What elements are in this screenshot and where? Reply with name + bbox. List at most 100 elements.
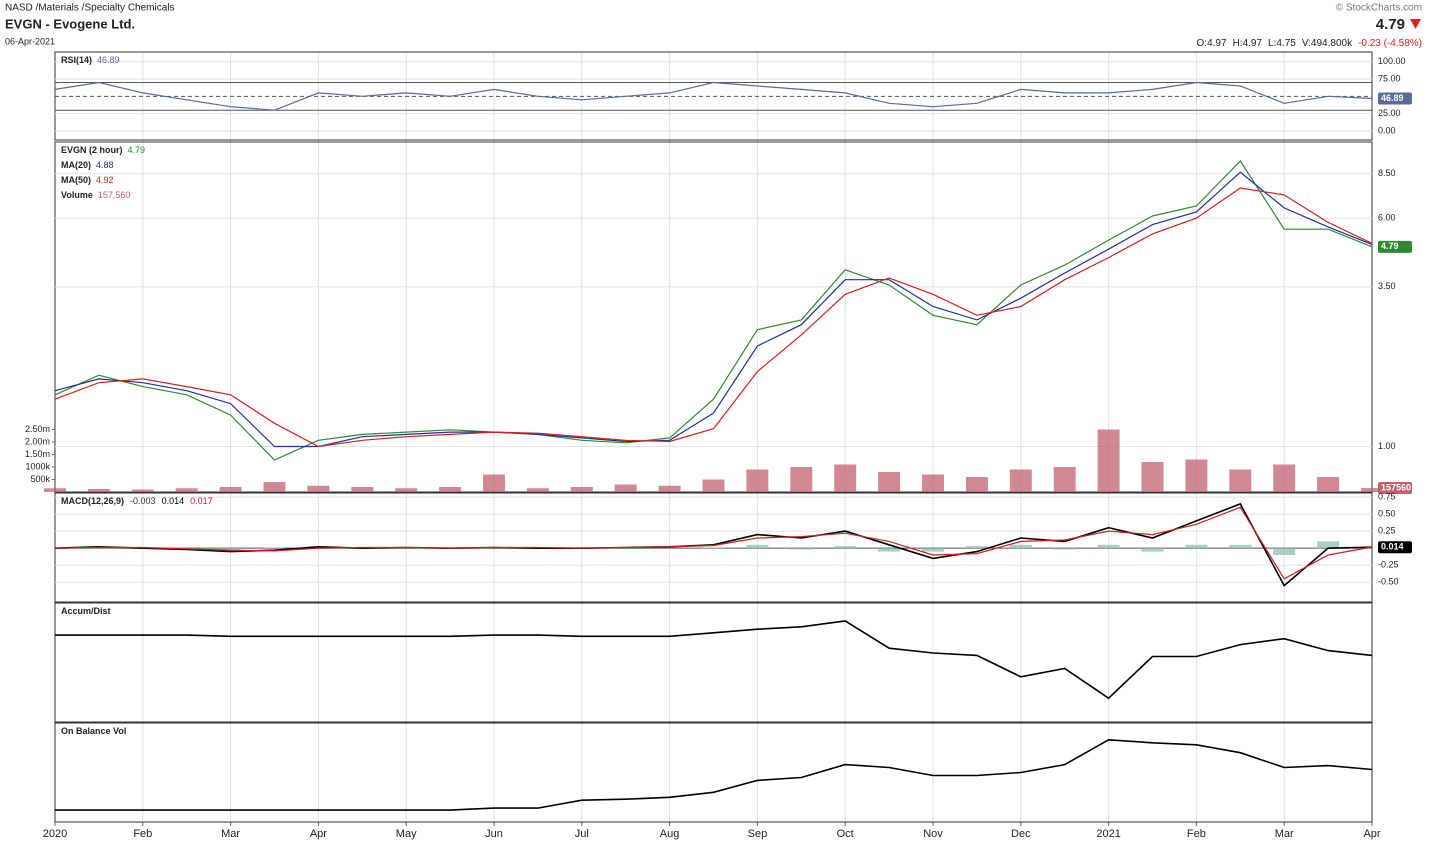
legend-value: 0.017: [190, 496, 213, 506]
legend-name: MA(20): [61, 160, 91, 170]
x-tick-label: Mar: [1275, 828, 1294, 840]
y2-tick-label: 1.50m: [25, 449, 50, 459]
bar: [351, 487, 374, 492]
bar: [1141, 548, 1164, 552]
panel-frame: [54, 602, 1373, 723]
panel-title-text: On Balance Vol: [61, 726, 126, 736]
bar: [175, 488, 198, 492]
panel-frame: [54, 722, 1373, 823]
bar: [1097, 544, 1120, 549]
x-tick-label: Apr: [1363, 828, 1380, 840]
bar: [1097, 429, 1120, 492]
y-tick-label: 0.25: [1378, 526, 1396, 536]
down-arrow: [1410, 19, 1421, 29]
x-tick-label: Sep: [748, 828, 768, 840]
volume-label: V:: [1302, 38, 1311, 49]
change: -0.23 (-4.58%): [1358, 38, 1422, 49]
y-tick-label: 3.50: [1378, 281, 1396, 291]
bar: [702, 479, 725, 492]
bar: [44, 488, 66, 492]
bar: [1317, 541, 1340, 549]
series-line: [54, 506, 1373, 580]
x-tick-label: Oct: [837, 828, 854, 840]
y2-tick-label: 1000k: [25, 461, 50, 471]
panel-title-text: MACD(12,26,9): [61, 496, 124, 506]
x-tick-label: Dec: [1011, 828, 1031, 840]
panel-title-text: Accum/Dist: [61, 606, 111, 616]
bar: [219, 548, 242, 550]
bar: [834, 546, 857, 549]
y-tick-label: 25.00: [1378, 108, 1401, 118]
bar: [922, 548, 944, 552]
x-tick-label: Feb: [133, 828, 152, 840]
legend-name: RSI(14): [61, 55, 92, 65]
value-tag: [1378, 92, 1412, 105]
legend-value: 157,560: [98, 190, 131, 200]
y-tick-label: -0.50: [1378, 577, 1399, 587]
series-line: [54, 187, 1373, 448]
legend-value: 0.014: [162, 496, 185, 506]
bar: [570, 487, 593, 492]
legend-name: MA(50): [61, 175, 91, 185]
series-line: [55, 620, 1373, 700]
bar: [746, 544, 769, 549]
bar: [1053, 548, 1076, 550]
bar: [790, 548, 813, 550]
legend-entry: Volume 157,560: [61, 190, 130, 200]
legend-entry: MA(50) 4.92: [61, 175, 114, 185]
bar: [878, 548, 901, 552]
low: 4.75: [1276, 38, 1296, 49]
bar: [1361, 488, 1383, 492]
source: © StockCharts.com: [1336, 3, 1422, 14]
x-tick-label: Jul: [575, 828, 589, 840]
bar: [1273, 548, 1296, 555]
bar: [746, 469, 769, 492]
value-tag: [1378, 240, 1412, 253]
y-tick-label: 6.00: [1378, 212, 1396, 222]
x-tick-label: Apr: [310, 828, 327, 840]
bar: [263, 482, 286, 492]
bar: [483, 474, 505, 492]
x-tick-label: Aug: [660, 828, 680, 840]
y-tick-label: 0.75: [1378, 491, 1396, 501]
bar: [439, 487, 462, 492]
bar: [131, 489, 154, 492]
value-tag: [1378, 482, 1412, 495]
bar: [658, 485, 681, 492]
low-label: L:: [1268, 38, 1276, 49]
bar: [219, 487, 242, 492]
x-tick-label: 2020: [43, 828, 67, 840]
bar: [790, 467, 813, 492]
y2-tick-label: 2.00m: [25, 436, 50, 446]
y-tick-label: 75.00: [1378, 73, 1401, 83]
bar: [965, 477, 988, 492]
exchange-path: NASD /Materials /Specialty Chemicals: [5, 3, 175, 14]
volume: 494.800k: [1311, 38, 1353, 49]
bar: [1273, 464, 1296, 492]
bar: [965, 546, 988, 549]
series-line: [54, 502, 1373, 587]
last-price: 4.79: [1376, 16, 1405, 33]
high-label: H:: [1233, 38, 1243, 49]
value-tag-label: 4.79: [1381, 241, 1399, 251]
y2-tick-label: 2.50m: [25, 424, 50, 434]
panel-title: On Balance Vol: [61, 726, 126, 736]
x-tick-label: Jun: [485, 828, 503, 840]
bar: [834, 464, 857, 492]
legend-name: EVGN (2 hour): [61, 145, 123, 155]
y-tick-label: 0.00: [1378, 125, 1396, 135]
chart-date: 06-Apr-2021: [5, 36, 55, 46]
y-tick-label: 1.00: [1378, 441, 1396, 451]
y-tick-label: 8.50: [1378, 168, 1396, 178]
legend-value: 4.79: [128, 145, 146, 155]
bar: [307, 485, 330, 492]
bar: [1185, 459, 1208, 492]
bar: [922, 474, 944, 492]
legend-entry: RSI(14) 46.89: [61, 55, 120, 65]
bar: [1229, 544, 1252, 549]
value-tag-label: 46.89: [1381, 93, 1404, 103]
bar: [526, 488, 549, 492]
high: 4.97: [1243, 38, 1263, 49]
value-tag-label: 0.014: [1381, 542, 1404, 552]
bar: [702, 547, 725, 549]
